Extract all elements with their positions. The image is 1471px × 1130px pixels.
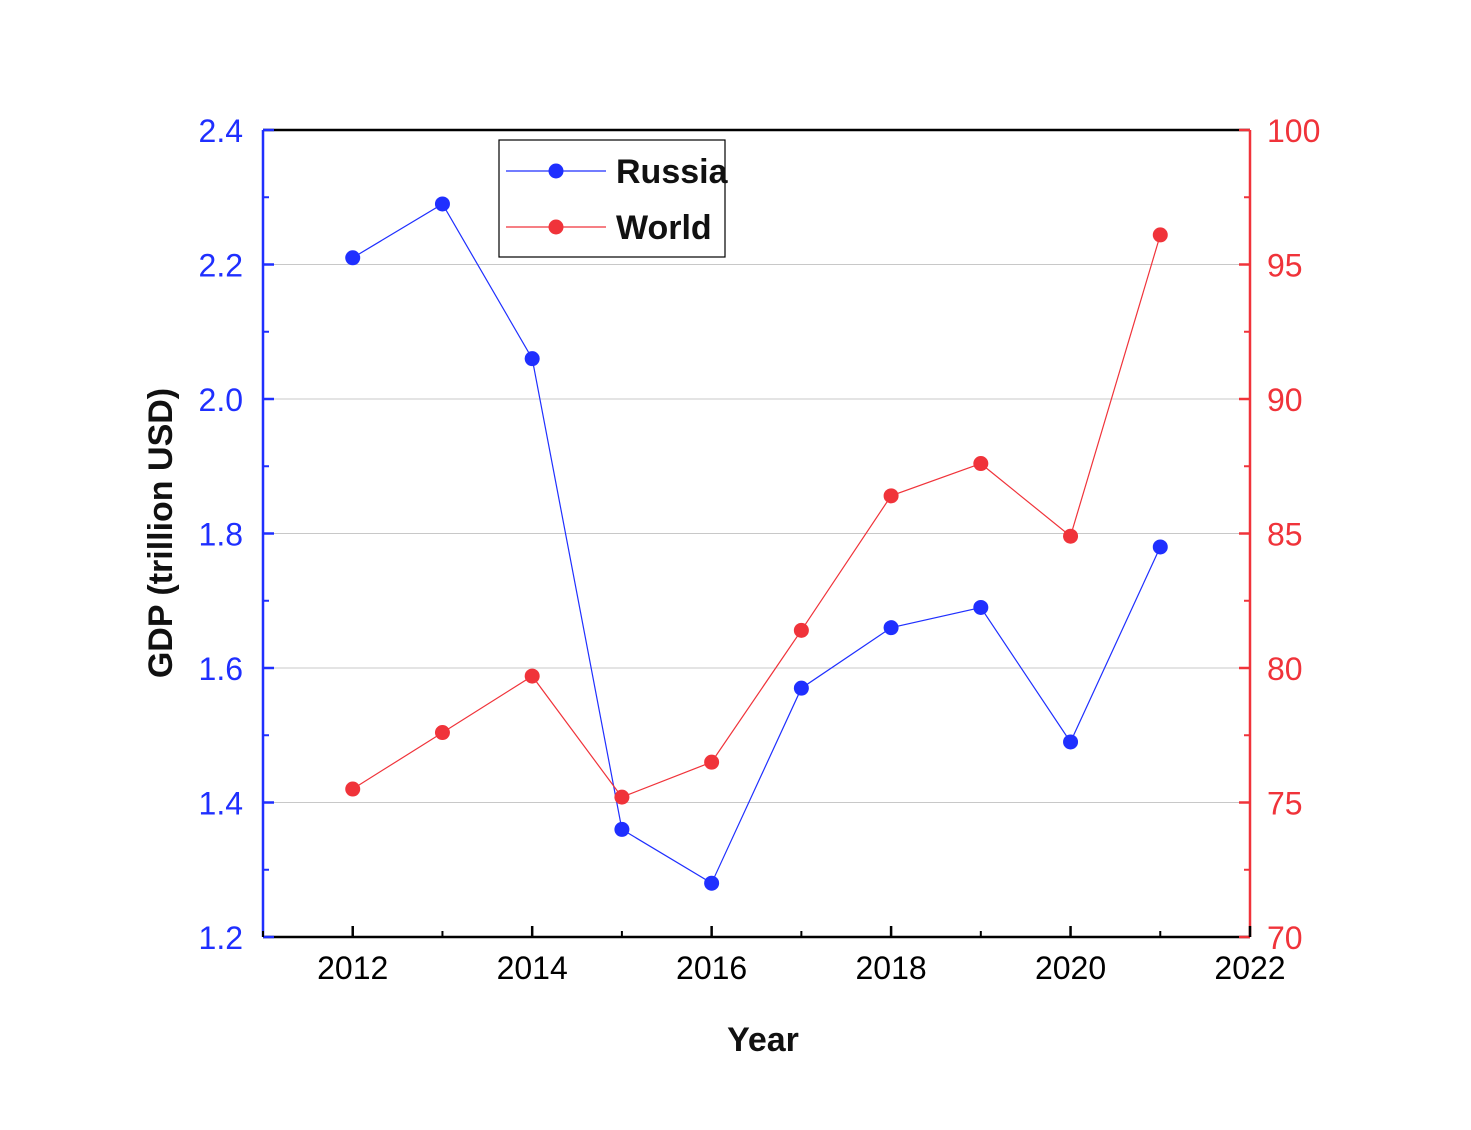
russia-data-point xyxy=(524,351,540,367)
legend: Russia World xyxy=(498,139,729,258)
world-data-point xyxy=(524,668,540,684)
left-tick-label: 1.4 xyxy=(199,786,243,822)
gridlines xyxy=(263,264,1250,803)
left-tick-label: 2.4 xyxy=(199,113,243,149)
left-tick-label: 1.6 xyxy=(199,651,243,687)
russia-legend-label: Russia xyxy=(616,153,729,191)
legend-box xyxy=(498,139,726,258)
world-data-point xyxy=(1063,528,1079,544)
right-tick-label: 90 xyxy=(1267,382,1303,418)
series-lines xyxy=(352,203,1161,885)
russia-data-point xyxy=(614,821,630,837)
russia-data-point xyxy=(1152,539,1168,555)
world-legend-marker xyxy=(548,219,564,235)
axis-labels: Year GDP (trillion USD) xyxy=(142,388,799,1059)
world-series-line xyxy=(352,234,1161,798)
axes: 1.2 1.4 1.6 1.8 2.0 2.2 2.4 70 75 80 85 90 95 100 2012… xyxy=(199,113,1321,986)
world-data-point xyxy=(345,781,361,797)
world-data-point xyxy=(793,622,809,638)
left-tick-label: 1.2 xyxy=(199,920,243,956)
left-tick-label: 2.0 xyxy=(199,382,243,418)
russia-series-line xyxy=(352,203,1161,885)
x-tick-label: 2020 xyxy=(1035,950,1106,986)
right-tick-label: 70 xyxy=(1267,920,1303,956)
right-tick-label: 95 xyxy=(1267,248,1303,284)
russia-legend-marker xyxy=(548,163,564,179)
left-tick-label: 1.8 xyxy=(199,517,243,553)
world-data-point xyxy=(1152,227,1168,243)
world-data-point xyxy=(973,456,989,472)
x-tick-label: 2014 xyxy=(497,950,568,986)
series-points xyxy=(345,196,1168,891)
world-data-point xyxy=(883,488,899,504)
left-tick-label: 2.2 xyxy=(199,248,243,284)
world-data-point xyxy=(434,725,450,741)
x-tick-label: 2022 xyxy=(1214,950,1285,986)
x-axis-label: Year xyxy=(727,1021,799,1059)
right-tick-label: 75 xyxy=(1267,786,1303,822)
world-data-point xyxy=(614,789,630,805)
russia-data-point xyxy=(434,196,450,212)
russia-data-point xyxy=(704,875,720,891)
x-tick-label: 2018 xyxy=(855,950,926,986)
right-tick-label: 100 xyxy=(1267,113,1320,149)
russia-data-point xyxy=(793,680,809,696)
right-tick-label: 80 xyxy=(1267,651,1303,687)
x-tick-label: 2016 xyxy=(676,950,747,986)
world-data-point xyxy=(704,754,720,770)
x-tick-label: 2012 xyxy=(317,950,388,986)
russia-data-point xyxy=(973,599,989,615)
russia-data-point xyxy=(1063,734,1079,750)
right-tick-label: 85 xyxy=(1267,517,1303,553)
y-axis-label: GDP (trillion USD) xyxy=(142,388,180,678)
russia-data-point xyxy=(883,620,899,636)
world-legend-label: World xyxy=(616,209,712,247)
russia-data-point xyxy=(345,250,361,266)
